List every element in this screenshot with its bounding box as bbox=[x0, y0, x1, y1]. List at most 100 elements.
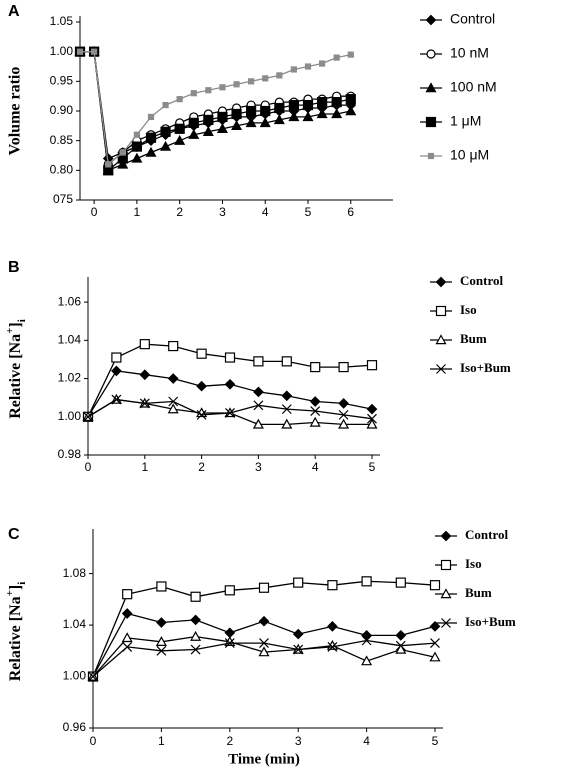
marker bbox=[309, 416, 321, 427]
marker bbox=[190, 614, 201, 626]
x-tick-label: 0 bbox=[90, 734, 97, 748]
series-line bbox=[92, 639, 436, 677]
marker bbox=[288, 111, 300, 122]
x-tick-label: 4 bbox=[363, 734, 370, 748]
x-tick-label: 5 bbox=[305, 205, 312, 219]
marker bbox=[310, 361, 321, 373]
x-tick-label: 2 bbox=[198, 460, 205, 474]
legend-marker bbox=[435, 276, 447, 288]
marker bbox=[88, 671, 98, 682]
marker bbox=[319, 60, 326, 67]
marker bbox=[119, 149, 126, 156]
x-tick-label: 1 bbox=[158, 734, 165, 748]
marker bbox=[91, 48, 98, 55]
marker bbox=[281, 418, 293, 429]
marker bbox=[366, 403, 378, 415]
marker bbox=[190, 591, 201, 602]
legend-label: Control bbox=[465, 527, 508, 542]
marker bbox=[395, 630, 407, 641]
marker bbox=[327, 642, 338, 652]
legend-label: Bum bbox=[465, 585, 492, 600]
marker bbox=[83, 411, 93, 422]
marker bbox=[224, 378, 236, 390]
marker bbox=[292, 628, 304, 640]
marker bbox=[262, 75, 269, 82]
x-tick-label: 5 bbox=[369, 460, 376, 474]
marker bbox=[259, 638, 269, 649]
marker bbox=[317, 96, 328, 108]
marker bbox=[429, 621, 441, 632]
marker bbox=[302, 111, 314, 122]
marker bbox=[338, 418, 350, 429]
marker bbox=[188, 128, 200, 139]
marker bbox=[202, 126, 214, 136]
marker bbox=[338, 361, 349, 373]
marker bbox=[429, 651, 441, 662]
marker bbox=[273, 114, 285, 125]
marker bbox=[176, 96, 183, 103]
marker bbox=[162, 101, 169, 109]
marker bbox=[156, 645, 167, 656]
legend-marker bbox=[426, 49, 436, 59]
marker bbox=[293, 577, 304, 588]
y-tick-label: 075 bbox=[53, 192, 73, 206]
y-tick-label: 1.00 bbox=[58, 409, 82, 423]
marker bbox=[248, 78, 255, 85]
y-tick-label: 1.00 bbox=[63, 669, 87, 683]
marker bbox=[366, 418, 378, 429]
marker bbox=[174, 123, 185, 134]
marker bbox=[260, 105, 271, 117]
marker bbox=[147, 113, 155, 121]
marker bbox=[224, 638, 235, 649]
marker bbox=[117, 158, 129, 169]
marker bbox=[145, 146, 157, 157]
y-tick-label: 0.96 bbox=[63, 720, 87, 734]
y-axis-label-part: ] bbox=[7, 585, 24, 590]
marker bbox=[326, 639, 338, 650]
marker bbox=[139, 369, 151, 381]
x-tick-label: 1 bbox=[141, 460, 148, 474]
marker bbox=[327, 580, 338, 591]
marker bbox=[259, 117, 271, 128]
x-tick-label: 3 bbox=[295, 734, 302, 748]
y-tick-label: 1.00 bbox=[50, 44, 74, 58]
y-axis-label-part: + bbox=[4, 328, 16, 334]
marker bbox=[395, 577, 406, 588]
marker bbox=[366, 360, 378, 371]
y-tick-label: 1.04 bbox=[63, 617, 87, 631]
legend-label: Iso bbox=[465, 556, 482, 571]
marker bbox=[345, 105, 357, 116]
marker bbox=[429, 580, 441, 591]
marker bbox=[347, 51, 354, 58]
marker bbox=[196, 409, 207, 420]
marker bbox=[131, 141, 142, 152]
y-axis-label: Relative [Na+]i bbox=[4, 319, 28, 419]
y-tick-label: 0.95 bbox=[50, 74, 74, 88]
legend-marker bbox=[440, 588, 452, 599]
marker bbox=[196, 380, 207, 392]
marker bbox=[309, 396, 321, 407]
marker bbox=[219, 84, 226, 91]
x-tick-label: 6 bbox=[347, 205, 354, 219]
marker bbox=[168, 396, 179, 407]
legend-marker bbox=[435, 334, 447, 345]
legend-label: 10 nM bbox=[450, 45, 489, 61]
x-axis-label: Time (min) bbox=[228, 751, 300, 767]
y-axis-label: Volume ratio bbox=[7, 67, 24, 156]
y-axis-label-part: + bbox=[4, 590, 16, 596]
x-tick-label: 0 bbox=[85, 460, 92, 474]
y-tick-label: 0.98 bbox=[58, 447, 82, 461]
marker bbox=[131, 152, 143, 163]
legend-marker bbox=[425, 82, 437, 93]
x-tick-label: 2 bbox=[226, 734, 233, 748]
panel-label: B bbox=[8, 259, 20, 276]
legend-marker bbox=[425, 14, 437, 26]
marker bbox=[231, 108, 242, 120]
marker bbox=[361, 655, 373, 666]
marker bbox=[293, 644, 304, 655]
marker bbox=[174, 134, 186, 145]
y-axis-label-part: i bbox=[16, 582, 28, 585]
y-axis-label-part: Relative [Na bbox=[7, 334, 24, 419]
legend-marker bbox=[440, 559, 452, 571]
marker bbox=[304, 63, 312, 70]
